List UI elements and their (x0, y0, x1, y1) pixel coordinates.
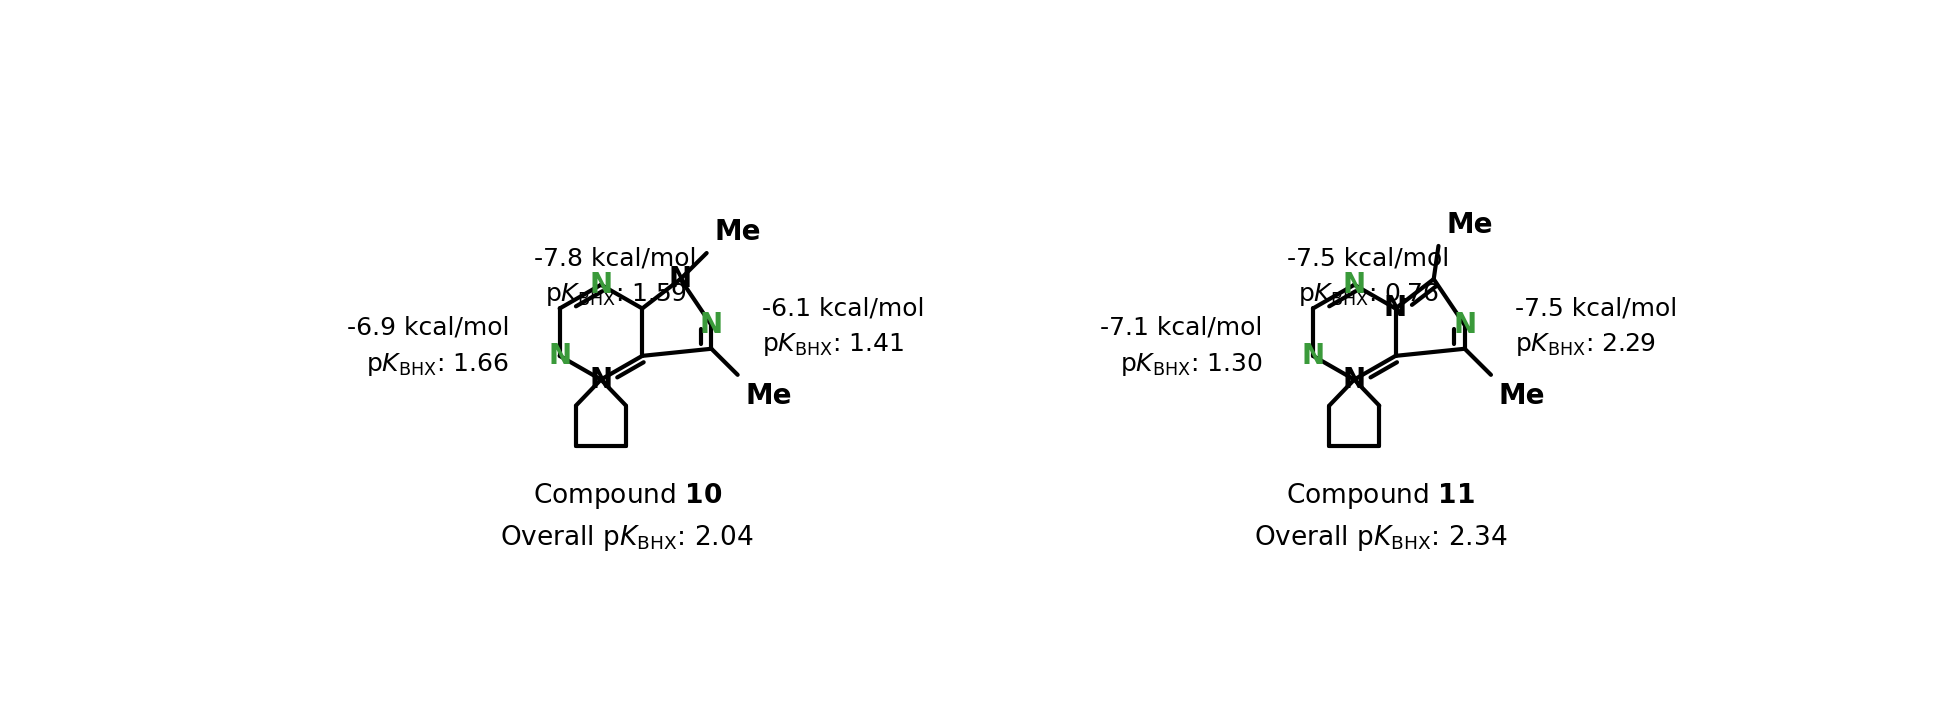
Text: N: N (700, 311, 723, 339)
Text: p$\it{K}$$_{\mathrm{BHX}}$: 1.59: p$\it{K}$$_{\mathrm{BHX}}$: 1.59 (544, 282, 686, 308)
Text: N: N (1454, 311, 1475, 339)
Text: N: N (1343, 271, 1367, 299)
Text: p$\it{K}$$_{\mathrm{BHX}}$: 0.76: p$\it{K}$$_{\mathrm{BHX}}$: 0.76 (1299, 282, 1439, 308)
Text: N: N (589, 366, 612, 394)
Text: N: N (1384, 295, 1407, 322)
Text: p$\it{K}$$_{\mathrm{BHX}}$: 1.30: p$\it{K}$$_{\mathrm{BHX}}$: 1.30 (1120, 350, 1262, 378)
Text: -6.9 kcal/mol: -6.9 kcal/mol (346, 316, 509, 340)
Text: N: N (1301, 342, 1324, 370)
Text: -7.1 kcal/mol: -7.1 kcal/mol (1100, 316, 1262, 340)
Text: N: N (589, 271, 612, 299)
Text: N: N (1343, 366, 1367, 394)
Text: N: N (548, 342, 572, 370)
Text: Me: Me (1499, 382, 1545, 410)
Text: -6.1 kcal/mol: -6.1 kcal/mol (762, 296, 923, 320)
Text: p$\it{K}$$_{\mathrm{BHX}}$: 1.66: p$\it{K}$$_{\mathrm{BHX}}$: 1.66 (365, 350, 509, 378)
Text: Me: Me (713, 219, 760, 246)
Text: p$\it{K}$$_{\mathrm{BHX}}$: 1.41: p$\it{K}$$_{\mathrm{BHX}}$: 1.41 (762, 331, 904, 358)
Text: -7.5 kcal/mol: -7.5 kcal/mol (1514, 296, 1678, 320)
Text: -7.8 kcal/mol: -7.8 kcal/mol (535, 247, 696, 271)
Text: -7.5 kcal/mol: -7.5 kcal/mol (1287, 247, 1450, 271)
Text: p$\it{K}$$_{\mathrm{BHX}}$: 2.29: p$\it{K}$$_{\mathrm{BHX}}$: 2.29 (1514, 331, 1656, 358)
Text: Compound $\bf{11}$: Compound $\bf{11}$ (1287, 481, 1475, 511)
Text: Me: Me (745, 382, 791, 410)
Text: Overall p$\it{K}$$_{\mathrm{BHX}}$: 2.34: Overall p$\it{K}$$_{\mathrm{BHX}}$: 2.34 (1254, 523, 1507, 553)
Text: N: N (669, 265, 692, 293)
Text: Compound $\bf{10}$: Compound $\bf{10}$ (533, 481, 721, 511)
Text: Me: Me (1446, 211, 1493, 239)
Text: Overall p$\it{K}$$_{\mathrm{BHX}}$: 2.04: Overall p$\it{K}$$_{\mathrm{BHX}}$: 2.04 (500, 523, 754, 553)
